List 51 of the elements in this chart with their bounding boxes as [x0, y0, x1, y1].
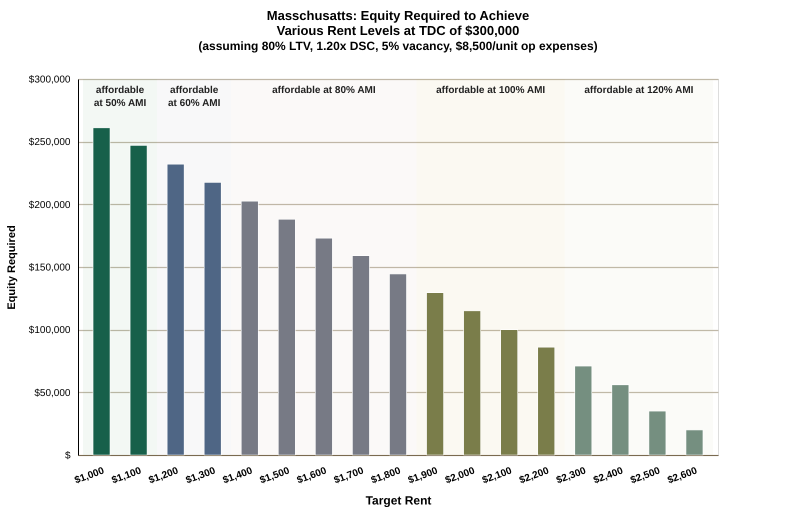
bar — [352, 255, 370, 456]
bar — [537, 346, 556, 456]
y-tick-label: $100,000 — [28, 325, 71, 336]
text: Masschusatts: Equity Required to Achieve — [266, 8, 530, 23]
bar — [612, 384, 630, 456]
band-label: affordable at 60% AMI — [168, 85, 221, 109]
x-tick-label: $1,800 — [370, 465, 403, 486]
bar — [426, 292, 444, 456]
band-label: affordable at 100% AMI — [436, 85, 546, 96]
x-tick-label: $1,300 — [184, 465, 218, 486]
x-tick-label: $1,700 — [332, 465, 366, 486]
x-tick-label: $1,900 — [406, 465, 440, 486]
y-tick-label: $150,000 — [28, 262, 71, 274]
y-tick-label: $250,000 — [28, 137, 71, 148]
bar — [686, 430, 704, 456]
bar — [500, 329, 518, 456]
band-label: affordable at 50% AMI — [94, 85, 146, 109]
y-tick-label: $300,000 — [28, 74, 71, 86]
band-label: affordable at 80% AMI — [272, 85, 376, 96]
bar — [92, 128, 110, 456]
x-axis-title: Target Rent — [366, 493, 432, 508]
x-tick-label: $2,100 — [480, 465, 514, 486]
x-tick-label: $1,200 — [147, 465, 180, 486]
x-tick-label: $1,500 — [258, 465, 292, 486]
y-axis-title: Equity Required — [6, 225, 18, 310]
bar — [130, 145, 148, 456]
x-tick-label: $2,500 — [629, 465, 662, 486]
bar — [648, 410, 666, 456]
bar — [315, 238, 333, 456]
x-tick-label: $2,200 — [518, 465, 551, 486]
x-tick-label: $2,000 — [444, 465, 477, 486]
chart-subtitle: (assuming 80% LTV, 1.20x DSC, 5% vacancy, $8,500/unit op expenses) — [198, 39, 598, 53]
bar — [278, 219, 296, 456]
x-tick-label: $2,400 — [592, 465, 626, 486]
band-label: affordable at 120% AMI — [584, 85, 694, 96]
y-tick-label: $200,000 — [28, 200, 71, 211]
text: Various Rent Levels at TDC of $300,000 — [276, 23, 520, 38]
bar — [166, 164, 184, 456]
x-tick-label: $1,000 — [73, 465, 106, 486]
bar — [389, 274, 407, 456]
bar — [204, 182, 222, 456]
y-tick-label: $50,000 — [34, 388, 71, 399]
x-tick-label: $1,400 — [222, 465, 254, 486]
bar — [463, 310, 481, 456]
y-tick-label: $ — [64, 450, 71, 462]
bar — [574, 366, 592, 456]
x-tick-label: $1,600 — [296, 465, 329, 486]
bar — [240, 200, 259, 456]
x-tick-label: $2,600 — [666, 465, 700, 486]
x-tick-label: $1,100 — [110, 465, 144, 486]
x-tick-label: $2,300 — [555, 465, 588, 486]
